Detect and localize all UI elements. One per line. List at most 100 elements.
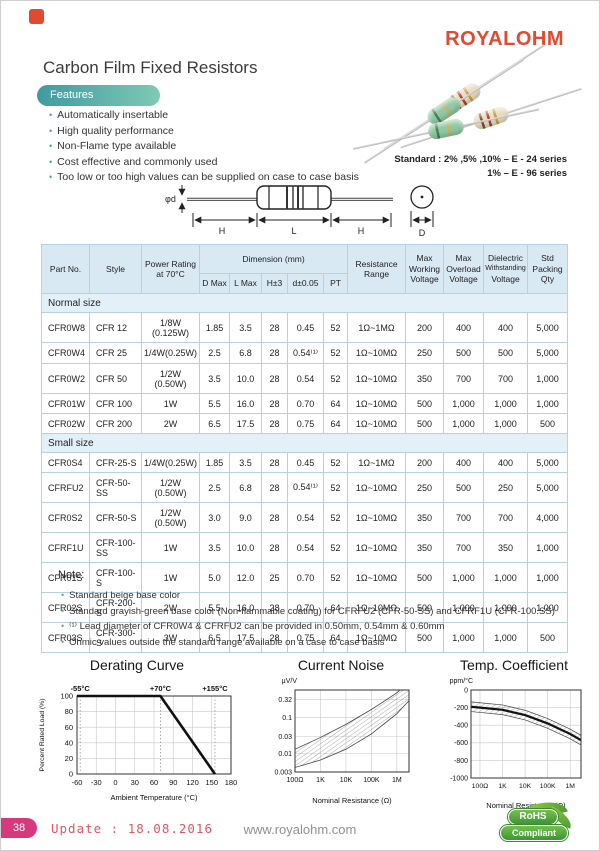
table-cell: CFR0W4 (41, 342, 90, 364)
svg-text:60: 60 (64, 723, 72, 732)
svg-text:0.01: 0.01 (278, 751, 292, 758)
bullet-icon: • (49, 156, 53, 167)
table-cell: 1Ω~10MΩ (347, 562, 407, 593)
table-cell: 500 (405, 622, 445, 653)
table-cell: 350 (483, 532, 529, 563)
table-cell: 52 (322, 312, 349, 343)
svg-text:0.003: 0.003 (274, 769, 292, 776)
features-pill: Features (37, 85, 160, 106)
table-cell: 2.5 (199, 342, 230, 364)
spec-table: Part No. Style Power Rating at 70°C Dime… (40, 244, 569, 653)
table-row: CFR01S CFR-100-S 1W 5.0 12.0 25 0.70 52 1Ω~10MΩ 5… (41, 562, 569, 593)
table-cell: 1Ω~10MΩ (347, 472, 407, 503)
table-cell: 1,000 (527, 562, 569, 593)
table-cell: 64 (322, 393, 349, 414)
rohs-compliant-label: Compliant (500, 825, 568, 841)
table-cell: 700 (483, 363, 529, 394)
table-cell: 500 (405, 592, 445, 623)
table-cell: CFR-200-S (89, 592, 142, 623)
table-cell: CFR01S (41, 562, 90, 593)
section-row: Small size (40, 433, 569, 453)
table-cell: CFR 50 (89, 363, 142, 394)
col-h: H±3 (261, 273, 288, 294)
col-d-max: D Max (199, 273, 230, 294)
website-link[interactable]: www.royalohm.com (243, 822, 357, 837)
svg-text:40: 40 (64, 738, 72, 747)
svg-text:10K: 10K (519, 783, 532, 790)
table-cell: 1Ω~1MΩ (347, 312, 407, 343)
table-cell: 28 (261, 363, 288, 394)
section-row: Normal size (40, 293, 569, 313)
table-cell: CFR-100-S (89, 562, 142, 593)
table-cell: 6.5 (199, 622, 230, 653)
table-row: CFR02W CFR 200 2W 6.5 17.5 28 0.75 64 1Ω~10MΩ 500… (41, 413, 569, 434)
col-pt: PT (322, 273, 349, 294)
table-cell: 17.5 (229, 413, 262, 434)
table-cell: 400 (443, 312, 485, 343)
spec-table-body: Normal size CFR0W8 CFR 12 1/8W (0.125W) 1.85… (40, 293, 569, 653)
table-cell: 0.54⁽¹⁾ (287, 342, 324, 364)
table-cell: 1,000 (443, 592, 485, 623)
table-cell: 6.8 (229, 472, 262, 503)
table-cell: 350 (405, 502, 445, 533)
svg-text:60: 60 (149, 778, 157, 787)
col-style: Style (89, 244, 142, 294)
svg-text:Percent Rated Load (%): Percent Rated Load (%) (39, 699, 46, 772)
table-cell: CFR01W (41, 393, 90, 414)
list-item-text: High quality performance (57, 124, 174, 137)
table-row: CFR02S CFR-200-S 2W 5.5 16.0 28 0.70 64 1Ω~10MΩ 5… (41, 592, 569, 623)
table-cell: 1/8W (0.125W) (141, 312, 200, 343)
rohs-compliant-logo: RoHS Compliant (496, 795, 581, 848)
table-cell: 1,000 (527, 532, 569, 563)
list-item-text: Standard beige base color (69, 590, 181, 601)
table-cell: 500 (443, 472, 485, 503)
table-cell: CFRFU2 (41, 472, 90, 503)
table-cell: CFR-50-SS (89, 472, 142, 503)
table-cell: 1Ω~10MΩ (347, 532, 407, 563)
table-cell: 64 (322, 413, 349, 434)
bullet-icon: • (49, 125, 53, 136)
table-cell: 52 (322, 342, 349, 364)
svg-text:ppm/°C: ppm/°C (450, 677, 473, 685)
resistor-body (426, 117, 466, 141)
phi-d-label: φd (165, 194, 176, 204)
table-cell: 2.5 (199, 472, 230, 503)
table-cell: 1,000 (443, 393, 485, 414)
table-row: CFR0S2 CFR-50-S 1/2W (0.50W) 3.0 9.0 28 0.54 52… (41, 502, 569, 533)
table-cell: 1Ω~1MΩ (347, 452, 407, 473)
table-cell: 200 (405, 452, 445, 473)
table-cell: 5,000 (527, 452, 569, 473)
svg-text:0.03: 0.03 (278, 734, 292, 741)
table-cell: 28 (261, 393, 288, 414)
svg-text:100Ω: 100Ω (472, 783, 488, 790)
list-item-text: Automatically insertable (57, 109, 169, 121)
table-cell: 400 (483, 312, 529, 343)
table-cell: 5.5 (199, 592, 230, 623)
derating-chart-svg: -60 -30 0 30 60 90 120 150 180 0 20 40 60 80 100-55°C +… (39, 684, 237, 802)
table-cell: 5,000 (527, 312, 569, 343)
dimension-diagram: φd H L H D (165, 185, 434, 238)
table-cell: 1,000 (527, 363, 569, 394)
table-cell: 700 (483, 502, 529, 533)
list-item: • Standard grayish-green base color (Non-… (61, 604, 555, 620)
list-item: • Ohmic values outside the standard range… (61, 635, 555, 651)
list-item: • Non-Flame type available (49, 139, 359, 155)
table-row: CFRF1U CFR-100-SS 1W 3.5 10.0 28 0.54 52 1Ω~10MΩ… (41, 532, 569, 563)
table-cell: 350 (405, 532, 445, 563)
bullet-icon: • (61, 605, 65, 616)
bullet-icon: • (61, 636, 65, 647)
table-cell: 1,000 (527, 393, 569, 414)
table-row: CFR01W CFR 100 1W 5.5 16.0 28 0.70 64 1Ω~10MΩ 500… (41, 393, 569, 414)
table-cell: 52 (322, 532, 349, 563)
table-cell: 500 (405, 413, 445, 434)
table-cell: 1Ω~10MΩ (347, 342, 407, 364)
table-cell: CFR 25 (89, 342, 142, 364)
svg-text:0.1: 0.1 (282, 715, 292, 722)
svg-text:100Ω: 100Ω (287, 777, 304, 784)
table-cell: 64 (322, 622, 349, 653)
current-noise-chart: Current Noise 100Ω 1K 10K 100K 1M 0.32 0.1 0.03… (253, 657, 429, 814)
table-cell: 1,000 (483, 622, 529, 653)
list-item: • Standard beige base color (61, 588, 555, 604)
table-cell: 52 (322, 472, 349, 503)
list-item: • Cost effective and commonly used (49, 155, 359, 171)
